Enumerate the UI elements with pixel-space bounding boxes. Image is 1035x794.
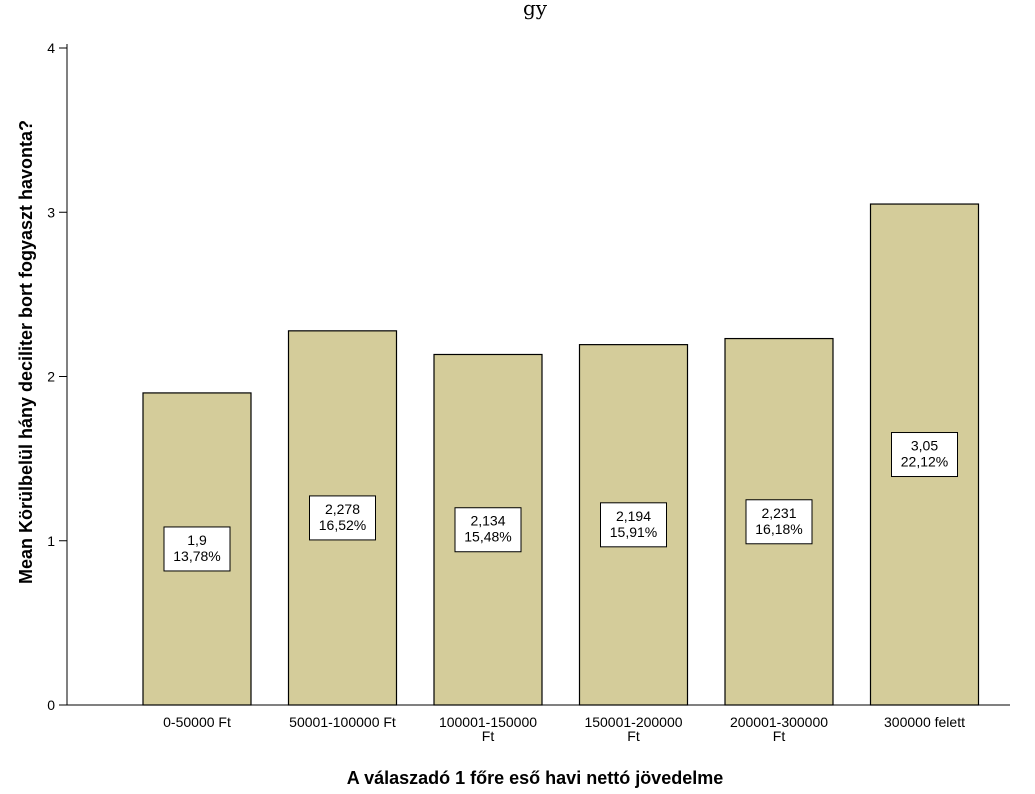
x-axis-title: A válaszadó 1 főre eső havi nettó jövede…: [347, 768, 723, 788]
bars: [142, 203, 980, 706]
x-tick-label: 100001-150000: [439, 714, 537, 730]
data-label-box: [600, 502, 667, 548]
data-label-box: [309, 495, 376, 541]
bar-value-label: 1,9: [187, 532, 207, 548]
data-label-box: [745, 499, 813, 545]
bar-percent-label: 22,12%: [901, 454, 948, 470]
bar-percent-label: 16,52%: [319, 517, 366, 533]
x-tick-label: 300000 felett: [884, 714, 965, 730]
x-tick-label: 50001-100000 Ft: [289, 714, 396, 730]
bar-value-label: 3,05: [911, 438, 938, 454]
bar-percent-label: 15,48%: [464, 529, 511, 545]
y-tick-label: 2: [47, 369, 55, 385]
y-tick-label: 0: [47, 697, 55, 713]
x-tick-label: Ft: [773, 728, 786, 744]
x-tick-label: 0-50000 Ft: [163, 714, 231, 730]
bar-value-label: 2,278: [325, 501, 360, 517]
y-tick-label: 4: [47, 40, 55, 56]
y-axis-title: Mean Körülbelül hány deciliter bort fogy…: [16, 120, 36, 584]
data-label-box: [891, 432, 958, 478]
axes: 0 1 2 3 4 0-50000 Ft 50001-100000 Ft 100001-150…: [47, 40, 1010, 744]
x-tick-label: 150001-200000: [584, 714, 682, 730]
bar-percent-label: 13,78%: [173, 548, 220, 564]
data-label-box: [454, 507, 522, 553]
data-label-box: [163, 526, 231, 572]
bar-percent-label: 16,18%: [755, 521, 802, 537]
chart-title-fragment: gy: [523, 0, 548, 20]
y-tick-label: 3: [47, 204, 55, 220]
x-tick-label: 200001-300000: [730, 714, 828, 730]
bar-percent-label: 15,91%: [610, 524, 657, 540]
y-tick-label: 1: [47, 533, 55, 549]
bar-value-label: 2,194: [616, 508, 651, 524]
x-tick-label: Ft: [627, 728, 640, 744]
bar-value-label: 2,134: [470, 513, 505, 529]
x-tick-label: Ft: [482, 728, 495, 744]
bar-value-label: 2,231: [761, 505, 796, 521]
